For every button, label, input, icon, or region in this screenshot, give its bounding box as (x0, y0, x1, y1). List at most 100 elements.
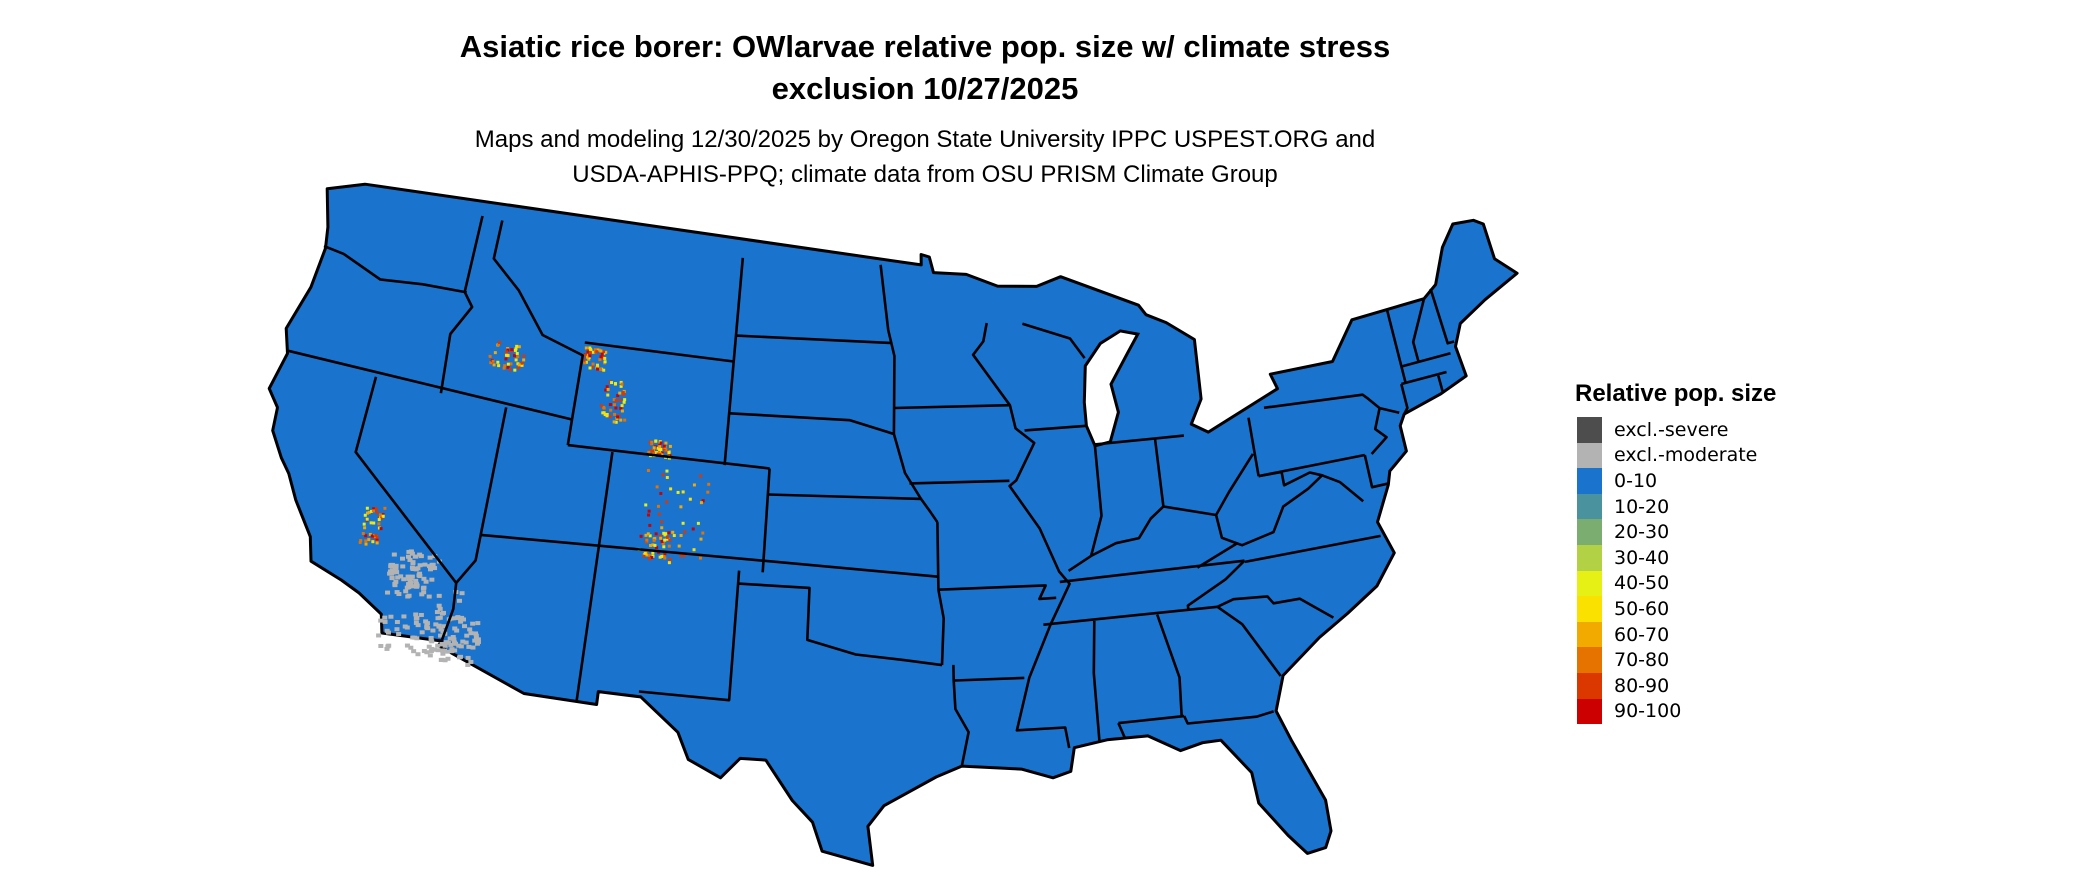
us-land (267, 182, 1519, 867)
state-border (1155, 614, 1183, 717)
high-pop-cell (618, 398, 622, 402)
excl-moderate-cell (406, 585, 412, 590)
high-pop-cell (613, 382, 617, 386)
high-pop-cell (584, 360, 588, 364)
high-pop-cell (660, 520, 664, 524)
legend-item: 40-50 (1577, 570, 1776, 597)
state-border (440, 534, 482, 642)
excl-moderate-cell (442, 658, 448, 663)
high-pop-cell (510, 349, 514, 353)
high-pop-cell (602, 406, 606, 410)
high-pop-cell (378, 513, 382, 517)
state-border (323, 244, 467, 294)
excl-moderate-cell (407, 557, 413, 562)
high-pop-cell (365, 506, 369, 510)
high-pop-cell (603, 356, 607, 360)
high-pop-cell (604, 350, 608, 354)
high-pop-cell (616, 394, 620, 398)
excl-moderate-cell (440, 629, 446, 634)
legend-swatch (1577, 647, 1602, 673)
high-pop-cell (620, 404, 624, 408)
excl-moderate-cell (430, 562, 436, 567)
excl-moderate-cell (430, 628, 436, 633)
excl-moderate-cell (405, 594, 411, 599)
high-pop-cell (610, 381, 614, 385)
excl-moderate-cell (451, 640, 457, 645)
high-pop-cell (656, 504, 660, 508)
excl-moderate-cell (402, 624, 408, 629)
high-pop-cell (377, 522, 381, 526)
high-pop-cell (361, 531, 365, 535)
legend-label: 0-10 (1614, 469, 1658, 492)
excl-moderate-cell (470, 645, 476, 650)
high-pop-cell (497, 341, 501, 345)
excl-moderate-cell (417, 563, 423, 568)
high-pop-cell (606, 393, 610, 397)
high-pop-cell (598, 358, 602, 362)
high-pop-cell (619, 418, 623, 422)
high-pop-cell (667, 544, 671, 548)
state-border (1411, 298, 1426, 363)
excl-moderate-cell (450, 616, 456, 621)
state-border (1370, 407, 1388, 455)
excl-moderate-cell (415, 652, 421, 657)
legend-swatch (1577, 544, 1602, 571)
high-pop-cell (516, 355, 520, 359)
excl-moderate-cell (408, 645, 414, 650)
high-pop-cell (371, 509, 375, 513)
high-pop-cell (614, 420, 618, 424)
high-pop-cell (372, 521, 376, 525)
high-pop-cell (667, 531, 671, 535)
high-pop-cell (493, 351, 497, 355)
excl-moderate-cell (426, 564, 432, 569)
high-pop-cell (513, 348, 517, 352)
state-border (1437, 375, 1445, 394)
high-pop-cell (666, 537, 670, 541)
high-pop-cell (651, 543, 655, 547)
high-pop-cell (489, 361, 493, 365)
excl-moderate-cell (468, 631, 474, 636)
excl-moderate-cell (392, 569, 398, 574)
high-pop-cell (600, 352, 604, 356)
high-pop-cell (659, 536, 663, 540)
legend-item: 80-90 (1577, 672, 1776, 699)
high-pop-cell (643, 551, 647, 555)
high-pop-cell (661, 473, 665, 477)
high-pop-cell (514, 347, 518, 351)
state-border (952, 664, 970, 767)
state-border (1244, 534, 1381, 564)
excl-moderate-cell (427, 555, 433, 560)
high-pop-cell (589, 347, 593, 351)
map-title: Asiatic rice borer: OWlarvae relative po… (0, 26, 1850, 110)
high-pop-cell (614, 406, 618, 410)
high-pop-cell (662, 531, 666, 535)
high-pop-cell (380, 516, 384, 520)
high-pop-cell (582, 358, 586, 362)
high-pop-cell (506, 362, 510, 366)
legend: Relative pop. size excl.-severe excl.-mod… (1575, 380, 1776, 725)
map-title-line-2: exclusion 10/27/2025 (771, 71, 1079, 106)
high-pop-cell (616, 415, 620, 419)
legend-item: excl.-severe (1577, 417, 1776, 443)
risk-overlay (358, 341, 711, 667)
excl-moderate-cell (427, 567, 433, 572)
high-pop-cell (682, 553, 686, 557)
high-pop-cell (660, 554, 664, 558)
excl-moderate-cell (442, 643, 448, 648)
high-pop-cell (665, 469, 669, 473)
excl-moderate-cell (391, 552, 397, 557)
high-pop-cell (608, 415, 612, 419)
high-pop-cell (510, 348, 514, 352)
high-pop-cell (583, 361, 587, 365)
high-pop-cell (375, 535, 379, 539)
excl-moderate-cell (394, 627, 400, 632)
state-border (1118, 714, 1185, 725)
high-pop-cell (650, 555, 654, 559)
high-pop-cell (364, 539, 368, 543)
high-pop-cell (618, 391, 622, 395)
high-pop-cell (623, 418, 627, 422)
high-pop-cell (588, 354, 592, 358)
legend-item: 30-40 (1577, 544, 1776, 571)
high-pop-cell (623, 398, 627, 402)
